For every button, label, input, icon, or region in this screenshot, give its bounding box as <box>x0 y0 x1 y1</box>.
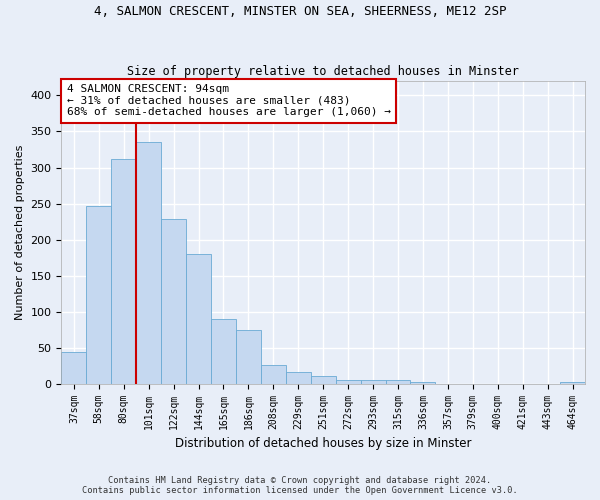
Bar <box>286 372 311 384</box>
Y-axis label: Number of detached properties: Number of detached properties <box>15 144 25 320</box>
Bar <box>111 159 136 384</box>
Bar <box>386 380 410 384</box>
Bar <box>61 352 86 384</box>
Text: Contains HM Land Registry data © Crown copyright and database right 2024.
Contai: Contains HM Land Registry data © Crown c… <box>82 476 518 495</box>
Bar <box>186 254 211 384</box>
Text: 4, SALMON CRESCENT, MINSTER ON SEA, SHEERNESS, ME12 2SP: 4, SALMON CRESCENT, MINSTER ON SEA, SHEE… <box>94 5 506 18</box>
Bar <box>261 365 286 384</box>
Bar <box>136 142 161 384</box>
Bar <box>211 319 236 384</box>
Bar <box>236 330 261 384</box>
Bar <box>410 382 436 384</box>
Text: 4 SALMON CRESCENT: 94sqm
← 31% of detached houses are smaller (483)
68% of semi-: 4 SALMON CRESCENT: 94sqm ← 31% of detach… <box>67 84 391 117</box>
X-axis label: Distribution of detached houses by size in Minster: Distribution of detached houses by size … <box>175 437 472 450</box>
Title: Size of property relative to detached houses in Minster: Size of property relative to detached ho… <box>127 66 519 78</box>
Bar <box>311 376 335 384</box>
Bar <box>86 206 111 384</box>
Bar <box>335 380 361 384</box>
Bar <box>361 380 386 384</box>
Bar <box>161 220 186 384</box>
Bar <box>560 382 585 384</box>
